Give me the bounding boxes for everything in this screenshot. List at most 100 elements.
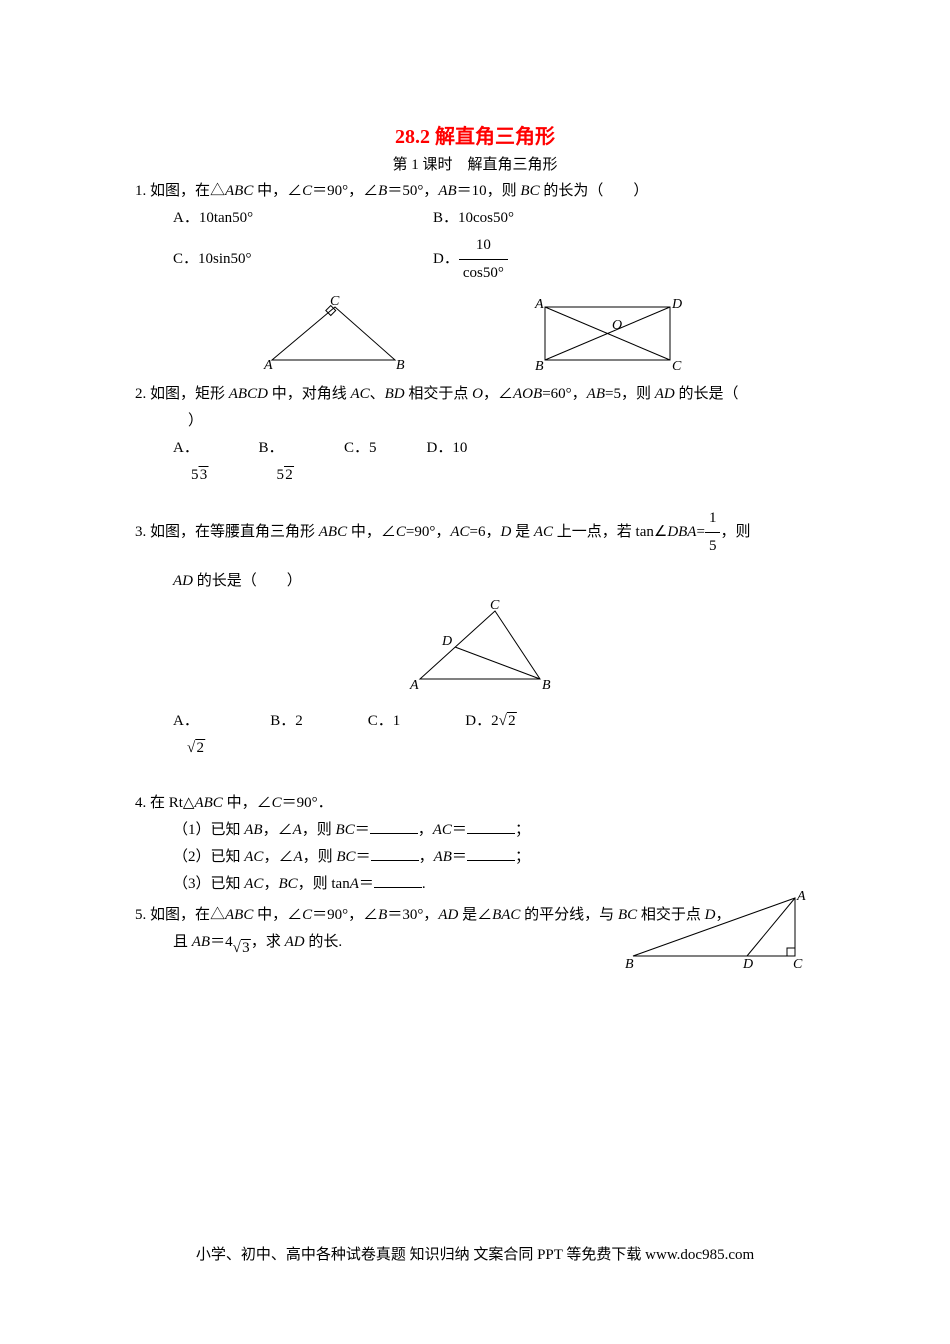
label-C: C (490, 599, 500, 613)
q5-t6: 的平分线，与 (520, 907, 618, 923)
q5-c: C (302, 907, 312, 923)
q2-t5: ，∠ (483, 386, 513, 402)
q3-dba: DBA (667, 524, 696, 540)
q2-paren: ） (135, 408, 815, 435)
q4-l3a2: A (350, 876, 359, 892)
label-B: B (396, 358, 405, 373)
q3-d: D (501, 524, 512, 540)
question-3: 3. 如图，在等腰直角三角形 ABC 中，∠C=90°，AC=6，D 是 AC … (135, 505, 815, 762)
blank-1 (370, 820, 418, 834)
blank-5 (374, 874, 422, 888)
q4-l2a2: A (293, 849, 302, 865)
q4-l3d: ＝ (359, 876, 374, 892)
label-A: A (263, 358, 273, 373)
q3-num: 1 (705, 505, 721, 533)
q4-l3b: ， (263, 876, 278, 892)
q5-l2c: ，求 (251, 934, 285, 950)
label-A: A (796, 889, 806, 904)
q4-l1d: ＝ (355, 822, 370, 838)
q4-l1g: ； (515, 822, 530, 838)
q4-c: C (272, 795, 282, 811)
q3-ac2: AC (534, 524, 553, 540)
q3-optC: C．1 (368, 708, 401, 735)
q4-l1ab: AB (244, 822, 262, 838)
q5-bac: BAC (492, 907, 520, 923)
q5-l2d: 的长. (305, 934, 343, 950)
q2-optC: C．5 (344, 435, 377, 462)
q2-t7: =5，则 (605, 386, 655, 402)
q2-t3: 、 (370, 386, 385, 402)
rectangle-abcd-diagram: A D B C O (530, 295, 690, 373)
q4-l2a: （2）已知 (173, 849, 244, 865)
q5-abc: ABC (225, 907, 253, 923)
q2-o: O (472, 386, 483, 402)
q2-t2: 中，对角线 (268, 386, 351, 402)
q4-l3bc: BC (278, 876, 297, 892)
q4-l3c: ，则 tan (298, 876, 350, 892)
q4-l1f: ＝ (452, 822, 467, 838)
q2-optB-val: 5 2 (259, 462, 295, 489)
label-D: D (671, 297, 682, 312)
q3-t1: 3. 如图，在等腰直角三角形 (135, 524, 319, 540)
q2-ac: AC (350, 386, 369, 402)
q2-ab: AB (587, 386, 605, 402)
q1-t5: ＝10，则 (457, 183, 521, 199)
q4-l3e: . (422, 876, 426, 892)
q3-t3: =90°， (406, 524, 450, 540)
q1-b: B (378, 183, 387, 199)
label-C: C (793, 957, 803, 970)
q1-optC: C．10sin50° (173, 246, 433, 273)
label-D: D (441, 634, 452, 649)
chapter-title: 28.2 解直角三角形 (135, 120, 815, 149)
q4-l2e: ， (419, 849, 434, 865)
q4-l1a: （1）已知 (173, 822, 244, 838)
q3-t8: ，则 (720, 524, 750, 540)
q3-ad: AD (173, 573, 193, 589)
q4-l2c: ，则 (303, 849, 337, 865)
q3-t7: = (696, 524, 704, 540)
q1-optD-den: cos50° (459, 260, 508, 287)
q4-l2bc: BC (336, 849, 355, 865)
label-A: A (534, 297, 544, 312)
q4-l1ac: AC (433, 822, 452, 838)
q2-t1: 2. 如图，矩形 (135, 386, 229, 402)
q4-l1a2: A (293, 822, 302, 838)
q3-t2: 中，∠ (347, 524, 396, 540)
q3-den: 5 (705, 533, 721, 560)
q3-optA-label: A． (173, 708, 205, 735)
q4-l1bc: BC (336, 822, 355, 838)
q1-optD: D．10cos50° (433, 232, 508, 287)
question-2: 2. 如图，矩形 ABCD 中，对角线 AC、BD 相交于点 O，∠AOB=60… (135, 381, 815, 489)
q3-t5: 是 (511, 524, 534, 540)
lesson-subtitle: 第 1 课时 解直角三角形 (135, 153, 815, 174)
label-D: D (742, 957, 753, 970)
q4-l1e: ， (418, 822, 433, 838)
blank-4 (467, 847, 515, 861)
q1-optB: B．10cos50° (433, 205, 514, 232)
q2-optD: D．10 (427, 435, 468, 462)
q4-l2ac: AC (244, 849, 263, 865)
q3-c: C (396, 524, 406, 540)
q2-optA-label: A． (173, 435, 209, 462)
triangle-acb-diagram: A B C (260, 295, 410, 373)
q2-t8: 的长是（ (675, 386, 739, 402)
q5-l2ad: AD (285, 934, 305, 950)
label-C: C (330, 295, 340, 309)
q1-end: 的长为（ ） (540, 183, 649, 199)
label-O: O (612, 318, 622, 333)
label-B: B (542, 678, 551, 693)
q3-optA-val: √ 2 (173, 735, 205, 762)
q5-sqrt3: √ 3 (233, 940, 251, 956)
q4-l2b: ，∠ (263, 849, 293, 865)
q3-t6: 上一点，若 tan∠ (553, 524, 667, 540)
q1-ab: AB (438, 183, 456, 199)
label-B: B (535, 359, 544, 373)
q4-l1b: ，∠ (263, 822, 293, 838)
q4-l2g: ； (515, 849, 530, 865)
q4-l2d: ＝ (356, 849, 371, 865)
label-C: C (672, 359, 682, 373)
q3-t4: =6， (470, 524, 501, 540)
q3-ac: AC (450, 524, 469, 540)
q5-diagram: B D C A (625, 888, 810, 975)
q2-ad: AD (655, 386, 675, 402)
